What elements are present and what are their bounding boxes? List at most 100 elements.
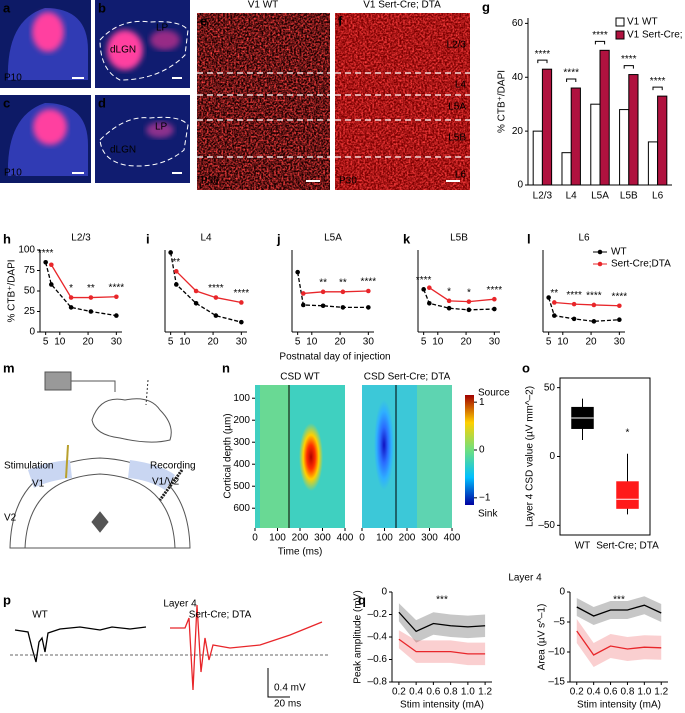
significance: ****	[586, 291, 602, 302]
significance: ****	[621, 54, 637, 65]
y-tick-label: 40	[512, 72, 524, 83]
panel-label: i	[146, 231, 150, 246]
x-tick-label: 0.6	[604, 687, 618, 698]
x-tick-label: 1.0	[637, 687, 651, 698]
data-point	[446, 305, 452, 311]
significance: ****	[109, 282, 125, 293]
injection-site	[33, 109, 67, 145]
data-point	[88, 309, 94, 314]
y-tick-label: 600	[233, 503, 250, 514]
data-point	[49, 262, 54, 268]
data-point	[492, 306, 497, 312]
x-tick-label: 0	[359, 533, 365, 544]
y-tick-label: 500	[233, 481, 250, 492]
data-point	[552, 300, 557, 305]
x-tick-label: 400	[337, 533, 354, 544]
x-tick-label: 20	[461, 337, 473, 348]
y-tick-label: 0	[29, 327, 35, 338]
series-line	[576, 630, 662, 656]
data-point	[43, 260, 48, 265]
heatmap-blob	[299, 423, 323, 491]
x-tick-label: 100	[376, 533, 393, 544]
legend-label: Sert-Cre;DTA	[611, 259, 671, 270]
bar	[541, 68, 553, 186]
data-point	[492, 296, 497, 302]
age-label: P30	[201, 176, 219, 187]
x-tick-label: 0.8	[620, 687, 634, 698]
x-tick-label: L5B	[620, 191, 638, 202]
stimulator	[44, 371, 72, 391]
significance: ****	[592, 30, 608, 41]
x-tick-label: 200	[292, 533, 309, 544]
data-point	[295, 269, 300, 275]
y-tick-label: –0.8	[368, 677, 388, 688]
trace-label: WT	[32, 610, 48, 621]
x-tick-label: 100	[269, 533, 286, 544]
data-point	[366, 305, 371, 310]
colorbar-label: Source	[478, 388, 510, 399]
y-tick-label: –0.2	[368, 609, 388, 620]
brain-slice	[9, 457, 191, 549]
error-band	[398, 630, 486, 666]
legend-marker	[597, 261, 603, 267]
y-tick-label: –10	[548, 647, 565, 658]
bar	[619, 109, 630, 186]
region-label: LP	[155, 122, 168, 133]
diagram-label: V1	[32, 479, 45, 490]
data-point	[320, 303, 326, 309]
y-tick-label: –15	[548, 677, 565, 688]
panel-label: q	[358, 592, 366, 607]
x-tick-label: 10	[306, 337, 318, 348]
y-axis-label: % CTB⁺/DAPI	[7, 259, 18, 322]
significance: ****	[234, 288, 250, 299]
data-point	[193, 288, 199, 294]
y-tick-label: –5	[554, 617, 566, 628]
x-tick-label: L5A	[591, 191, 609, 202]
y-tick-label: 200	[233, 415, 250, 426]
y-axis-label: Layer 4 CSD value (µV mm^–2)	[525, 386, 536, 527]
x-tick-label: 1.0	[461, 687, 475, 698]
data-point	[68, 305, 74, 310]
significance: ****	[566, 290, 582, 301]
chart-title: L5A	[324, 233, 342, 244]
panel-label: n	[222, 360, 230, 375]
y-tick-label: –50	[538, 520, 555, 531]
data-point	[114, 294, 119, 300]
x-axis-label: Stim intensity (mA)	[400, 700, 484, 711]
colorbar-tick-label: 0	[479, 445, 485, 456]
data-point	[427, 301, 432, 306]
x-tick-label: 0.6	[426, 687, 440, 698]
x-tick-label: 1.2	[654, 687, 668, 698]
bar	[647, 141, 659, 186]
significance: **	[172, 257, 180, 268]
series-line	[423, 289, 495, 311]
data-point	[340, 305, 346, 310]
significance: ****	[361, 277, 377, 288]
y-tick-label: 50	[544, 382, 556, 393]
data-point	[571, 301, 577, 307]
cortex-inner	[24, 473, 176, 549]
y-axis-label: Cortical depth (µm)	[223, 413, 234, 498]
y-tick-label: 100	[18, 245, 35, 256]
data-point	[617, 317, 622, 323]
significance: ****	[208, 283, 224, 294]
significance-bracket	[537, 59, 548, 64]
data-point	[49, 282, 54, 287]
panel-label: h	[3, 231, 11, 246]
x-tick-label: 30	[111, 337, 123, 348]
data-point	[591, 302, 597, 308]
series-line	[170, 252, 242, 323]
trace-wt	[14, 626, 147, 663]
panel-label: l	[527, 231, 531, 246]
legend-label: V1 WT	[627, 17, 658, 28]
mouse-head	[91, 398, 172, 443]
x-tick-label: 20	[83, 337, 95, 348]
significance: ****	[612, 291, 628, 302]
x-tick-label: 20	[586, 337, 598, 348]
x-tick-label: Sert-Cre; DTA	[596, 541, 659, 552]
series-line	[398, 638, 486, 655]
bar	[570, 87, 581, 186]
legend-swatch	[615, 30, 625, 40]
x-tick-label: 20	[208, 337, 220, 348]
v1-stim-region	[28, 460, 72, 488]
